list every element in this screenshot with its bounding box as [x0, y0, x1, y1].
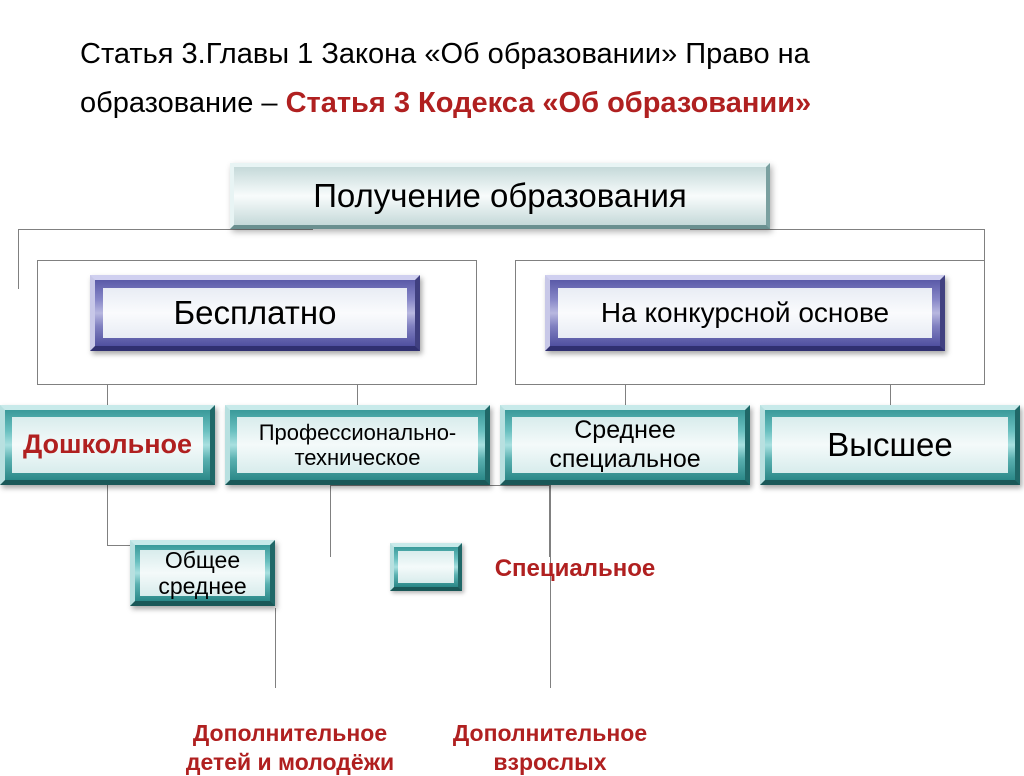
- label-extra-adults-text: Дополнительное взрослых: [453, 720, 647, 775]
- label-extra-children-text: Дополнительное детей и молодёжи: [186, 720, 394, 775]
- label-extra-children: Дополнительное детей и молодёжи: [160, 690, 420, 776]
- frame-general2: [107, 545, 132, 546]
- title-part2a: образование –: [80, 87, 286, 119]
- cat-secondary-special: Среднее специальное: [500, 405, 750, 485]
- sub-special-iconbox: [390, 543, 462, 591]
- branch-free: Бесплатно: [90, 275, 420, 351]
- branch-competitive: На конкурсной основе: [545, 275, 945, 351]
- label-special-text: Специальное: [495, 555, 656, 582]
- cat-preschool-label: Дошкольное: [23, 429, 192, 460]
- label-special: Специальное: [475, 555, 675, 583]
- title-part1: Статья 3.Главы 1 Закона «Об образовании»…: [80, 38, 810, 70]
- cat-preschool: Дошкольное: [0, 405, 215, 485]
- cat-secondary-special-label: Среднее специальное: [549, 416, 700, 474]
- cat-higher: Высшее: [760, 405, 1020, 485]
- label-extra-adults: Дополнительное взрослых: [430, 690, 670, 776]
- frame-extra-children: [275, 608, 276, 688]
- main-box-label: Получение образования: [313, 177, 687, 215]
- branch-free-label: Бесплатно: [174, 294, 337, 332]
- frame-extra-adults: [550, 580, 551, 688]
- cat-proftech-label: Профессионально- техническое: [259, 420, 457, 471]
- branch-competitive-label: На конкурсной основе: [601, 297, 889, 329]
- title-part2b: Статья 3 Кодекса «Об образовании»: [286, 87, 812, 119]
- sub-general-secondary-label: Общее среднее: [158, 547, 246, 600]
- main-box: Получение образования: [230, 163, 770, 229]
- cat-higher-label: Высшее: [827, 426, 952, 464]
- sub-general-secondary: Общее среднее: [130, 540, 275, 606]
- cat-proftech: Профессионально- техническое: [225, 405, 490, 485]
- frame-general: [107, 485, 108, 545]
- slide-title: Статья 3.Главы 1 Закона «Об образовании»…: [80, 30, 964, 129]
